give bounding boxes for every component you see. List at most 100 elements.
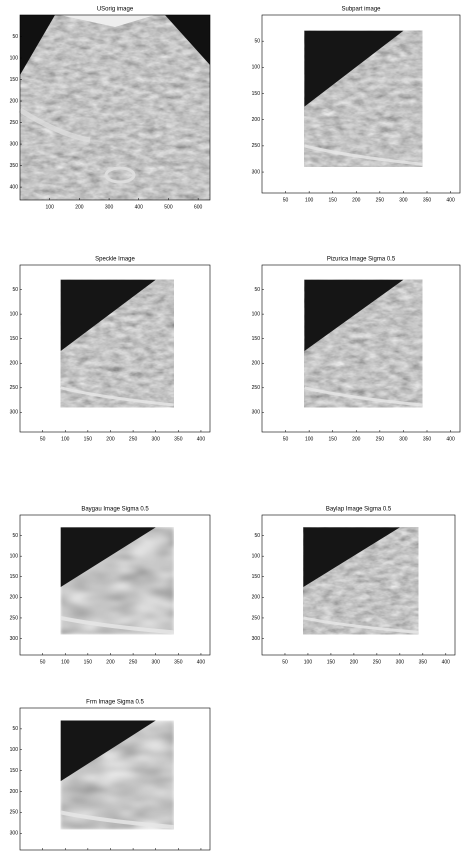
x-tick-label: 50 [40,659,46,665]
subplot-title: Frm Image Sigma 0.5 [86,700,144,706]
image-band [304,386,423,407]
image-dark-region [60,720,156,782]
image-corner [60,15,155,27]
y-tick-label: 100 [10,55,19,61]
y-tick-label: 50 [254,533,260,539]
x-tick-label: 300 [152,659,161,665]
subplot: Speckle Image 50 100 150 200 250 300 350 400 50 10… [10,257,211,442]
subplot-title: Pizurica Image Sigma 0.5 [327,257,396,263]
x-tick-label: 500 [164,204,173,210]
y-tick-label: 350 [10,163,19,169]
x-tick-label: 400 [197,436,206,442]
axes-frame [19,707,211,851]
image-dark-region [304,279,404,351]
x-tick-label: 50 [282,659,288,665]
subplot-title: Baylap Image Sigma 0.5 [326,507,392,513]
subplot: Frm Image Sigma 0.5501001502002503003504… [10,700,211,851]
y-tick-label: 200 [252,117,261,123]
x-tick-label: 150 [329,436,338,442]
y-tick-label: 50 [254,287,260,293]
x-tick-label: 200 [75,204,84,210]
y-tick-label: 250 [10,385,19,391]
y-tick-label: 50 [12,726,18,732]
x-tick-label: 150 [329,197,338,203]
y-tick-label: 50 [12,34,18,40]
x-tick-label: 400 [135,204,144,210]
y-tick-label: 200 [10,789,19,795]
x-tick-label: 350 [174,659,183,665]
image-band [304,144,423,166]
y-tick-label: 250 [252,385,261,391]
x-tick-label: 100 [61,659,70,665]
y-tick-label: 200 [10,595,19,601]
y-tick-label: 300 [10,831,19,837]
x-tick-label: 350 [423,436,432,442]
x-tick-label: 350 [174,436,183,442]
x-tick-label: 100 [46,204,55,210]
y-tick-label: 100 [10,747,19,753]
y-tick-label: 150 [10,77,19,83]
x-tick-label: 250 [129,659,138,665]
y-tick-label: 300 [10,141,19,147]
x-tick-label: 300 [152,436,161,442]
x-tick-label: 400 [442,659,451,665]
subplot: Pizurica Image Sigma 0.5 50 100 150 200 250 30… [252,257,461,442]
x-tick-label: 300 [399,197,408,203]
axes-frame [261,14,461,194]
image-band [60,810,174,830]
subplot: Subpart image 50 100 150 200 250 300 350 400 50 10… [252,7,461,203]
subplot-title: Subpart image [341,7,381,13]
image-corner [165,15,210,65]
y-tick-label: 300 [10,636,19,642]
x-tick-label: 350 [423,197,432,203]
y-tick-label: 250 [10,615,19,621]
image-ring [104,166,136,184]
x-tick-label: 50 [40,436,46,442]
y-tick-label: 300 [252,636,261,642]
y-tick-label: 50 [12,533,18,539]
x-tick-label: 150 [327,659,336,665]
image-dark-region [303,527,400,588]
x-tick-label: 100 [305,197,314,203]
subplot: USorig image 100 200 300 400 500 600 50 100 150 20… [10,7,211,210]
y-tick-label: 250 [10,120,19,126]
x-tick-label: 100 [305,436,314,442]
y-tick-label: 200 [252,361,261,367]
x-tick-label: 350 [419,659,428,665]
subplot: Baylap Image Sigma 0.5 50 100 150 200 250 300 3… [252,507,456,665]
y-tick-label: 50 [12,287,18,293]
x-tick-label: 100 [61,436,70,442]
image-dark-region [60,279,156,351]
y-tick-label: 150 [252,574,261,580]
x-tick-label: 150 [84,659,93,665]
y-tick-label: 100 [252,554,261,560]
x-tick-label: 250 [376,436,385,442]
y-tick-label: 300 [10,410,19,416]
image-band [60,615,174,635]
x-tick-label: 300 [105,204,114,210]
y-tick-label: 300 [252,410,261,416]
y-tick-label: 300 [252,169,261,175]
image-band [18,107,91,143]
x-tick-label: 250 [373,659,382,665]
x-tick-label: 200 [350,659,359,665]
x-tick-label: 400 [197,659,206,665]
y-tick-label: 150 [252,91,261,97]
axes-frame [19,514,211,656]
y-tick-label: 200 [10,361,19,367]
y-tick-label: 150 [10,574,19,580]
subplot: Baygau Image Sigma 0.5 50 100 150 200 250 300 3… [10,507,211,665]
x-tick-label: 300 [396,659,405,665]
axes-frame [19,14,211,201]
y-tick-label: 200 [252,595,261,601]
x-tick-label: 300 [399,436,408,442]
axes-frame [261,264,461,433]
axes-frame [19,264,211,433]
y-tick-label: 150 [10,768,19,774]
y-tick-label: 400 [10,184,19,190]
image-band [60,386,174,407]
x-tick-label: 200 [106,659,115,665]
image-band [303,616,419,634]
x-tick-label: 50 [283,436,289,442]
